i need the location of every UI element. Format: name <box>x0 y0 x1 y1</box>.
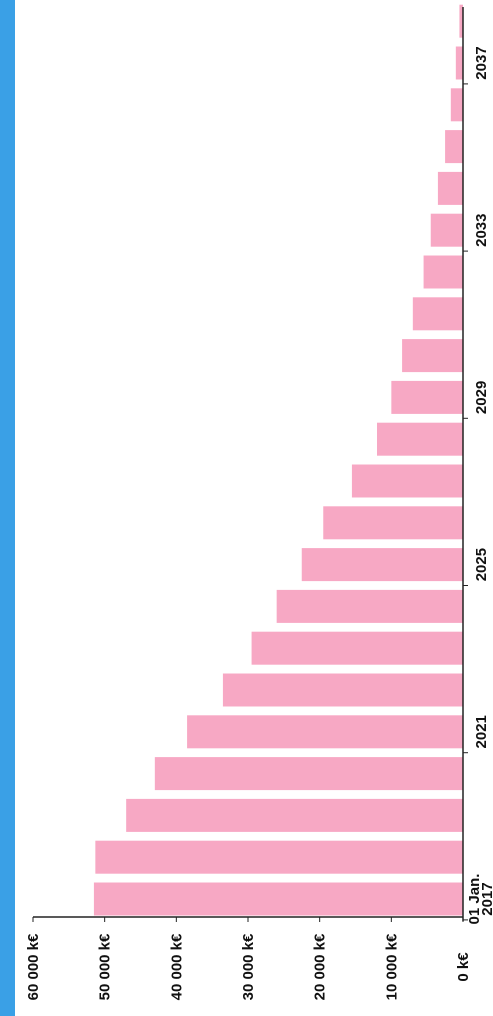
bars-group <box>93 4 464 916</box>
bar-2036 <box>450 88 463 122</box>
bar-2022 <box>222 673 463 707</box>
bar-2023 <box>251 631 463 665</box>
category-tick-label: 2033 <box>473 214 490 247</box>
category-tick-label: 01 Jan.2017 <box>466 874 493 925</box>
value-tick-label: 60 000 k€ <box>25 933 42 1000</box>
category-tick-label: 2037 <box>473 46 490 79</box>
bar-2038 <box>459 4 463 38</box>
bar-01-jan-2017 <box>93 882 464 916</box>
category-tick-label: 2029 <box>473 381 490 414</box>
category-tick-label: 2021 <box>473 715 490 748</box>
bar-2021 <box>187 715 464 749</box>
value-ticks-group: 0 k€ 10 000 k€ 20 000 k€ 30 000 k€ 40 000 k€… <box>25 917 472 1000</box>
value-tick-label: 10 000 k€ <box>383 933 400 1000</box>
bar-2031 <box>412 297 463 331</box>
bar-2037 <box>455 46 463 80</box>
value-tick-label: 50 000 k€ <box>97 933 114 1000</box>
category-tick-label: 2025 <box>473 548 490 581</box>
bar-2032 <box>423 255 463 289</box>
bar-2018 <box>95 840 463 874</box>
bar-2024 <box>276 589 463 623</box>
side-color-band <box>0 0 15 1016</box>
bar-2027 <box>351 464 463 498</box>
bar-2030 <box>402 339 463 373</box>
bar-2033 <box>430 213 463 247</box>
value-tick-label: 20 000 k€ <box>312 933 329 1000</box>
bar-2025 <box>301 548 463 582</box>
bar-2020 <box>154 757 464 791</box>
value-tick-label: 40 000 k€ <box>168 933 185 1000</box>
bar-2028 <box>377 422 463 456</box>
value-tick-label: 0 k€ <box>455 952 472 982</box>
bar-2019 <box>126 798 464 832</box>
value-tick-label: 30 000 k€ <box>240 933 257 1000</box>
category-ticks-group: 01 Jan.2017 2021 2025 2029 2033 2037 <box>463 46 493 924</box>
bar-2026 <box>323 506 463 540</box>
bar-2029 <box>391 380 463 414</box>
bar-2034 <box>437 171 463 205</box>
bar-2035 <box>445 130 463 164</box>
